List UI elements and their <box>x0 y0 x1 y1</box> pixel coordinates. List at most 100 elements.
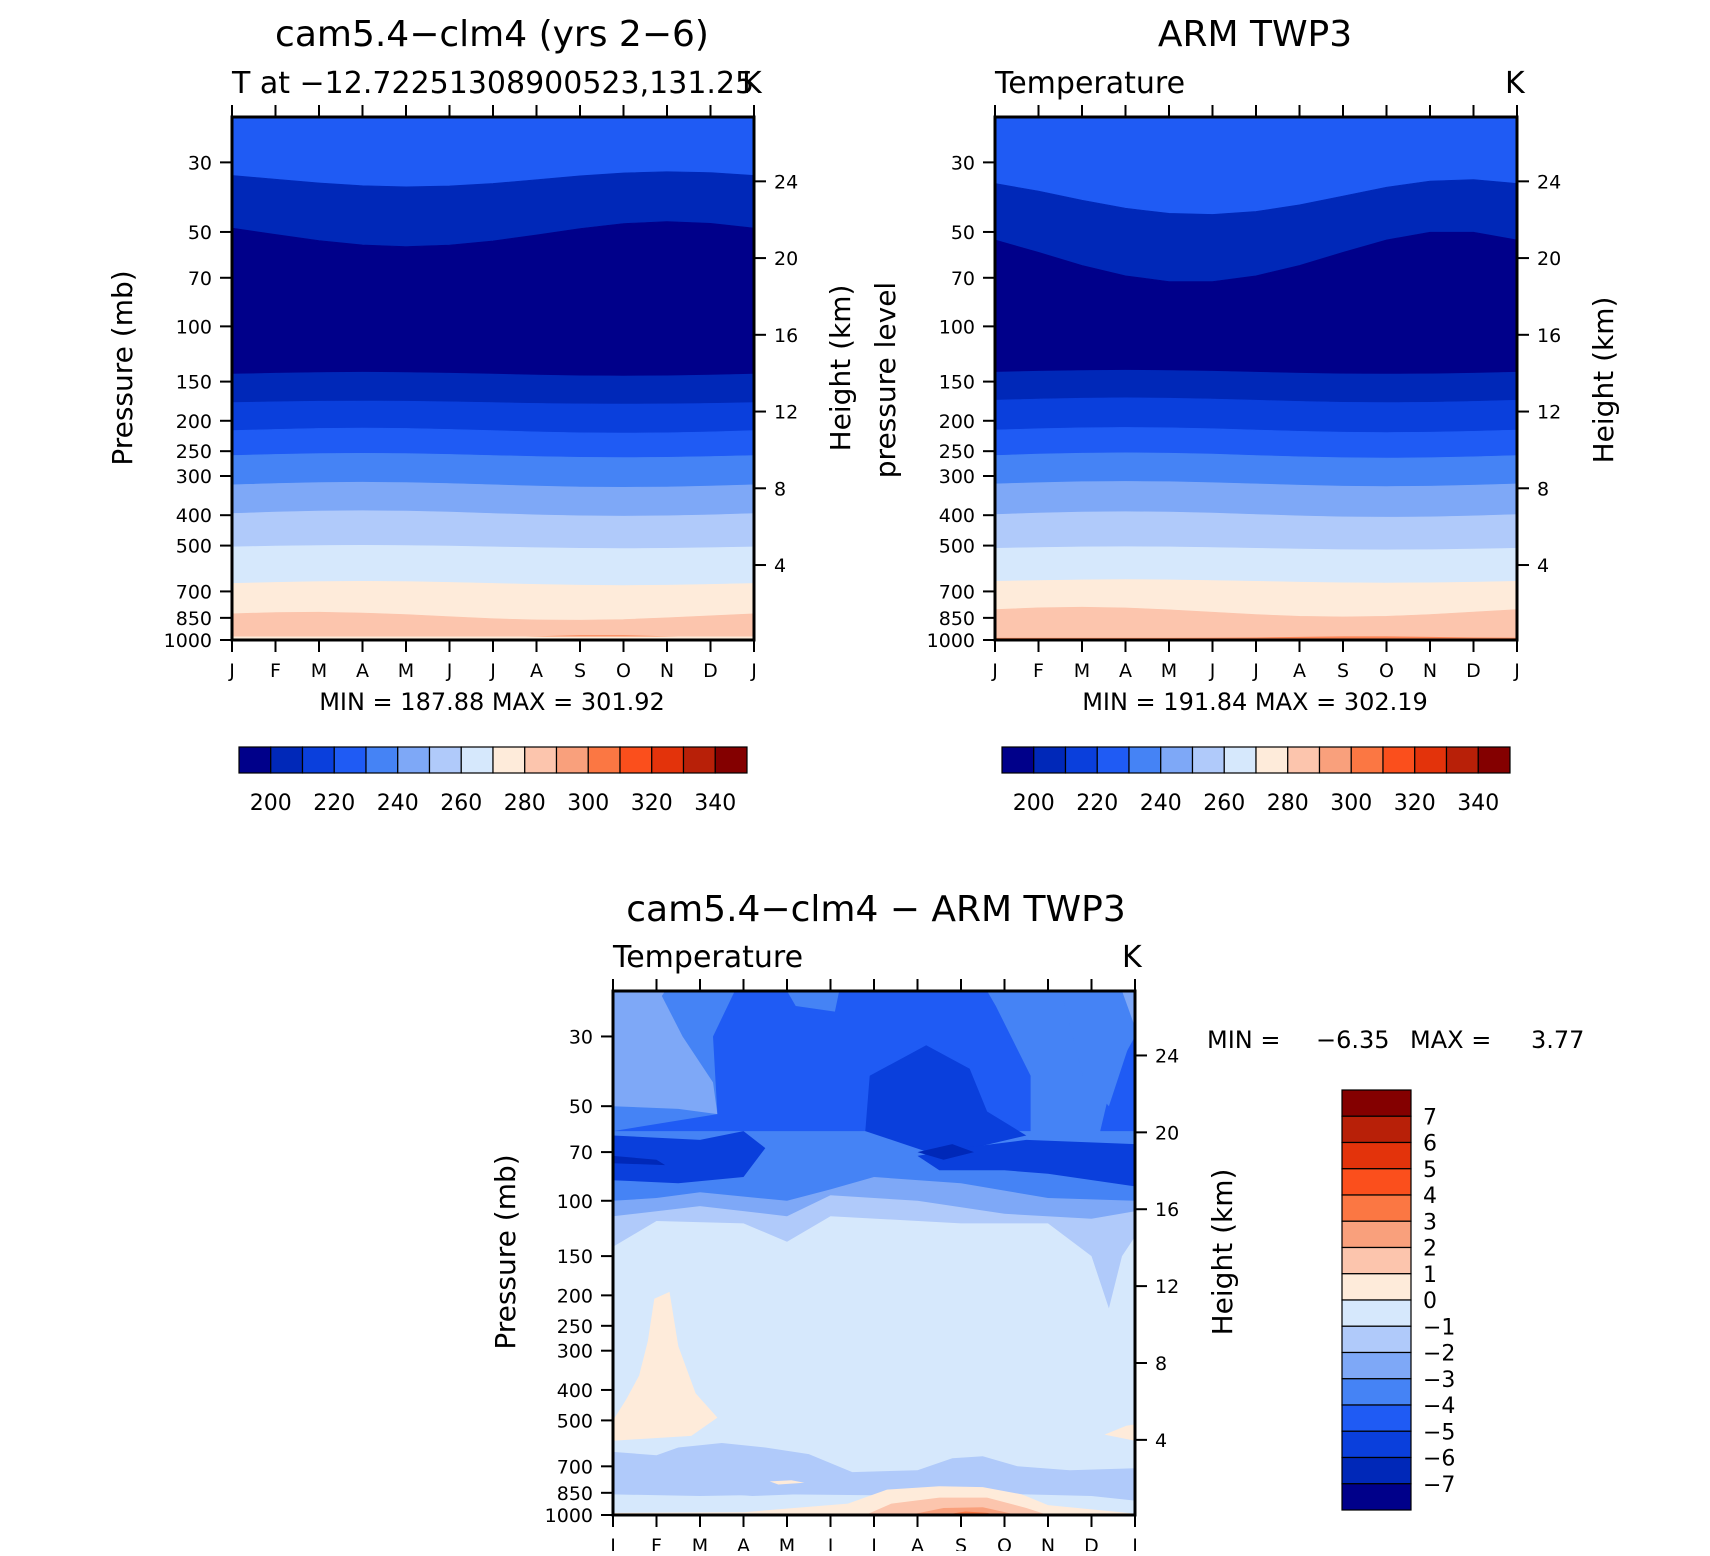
panel-obs-subtitle: Temperature <box>994 66 1185 101</box>
colorbar-swatch <box>1096 746 1130 774</box>
y-tick-label: 1000 <box>164 630 212 652</box>
colorbar-label: −3 <box>1423 1368 1455 1393</box>
contour-band-7 <box>995 481 1517 518</box>
colorbar-swatch <box>1341 1456 1412 1485</box>
colorbar-swatch <box>1445 746 1479 774</box>
y-tick-label: 30 <box>951 152 975 174</box>
colorbar-label: 240 <box>1140 791 1182 816</box>
y-tick-label: 70 <box>569 1142 593 1164</box>
x-tick-label: J <box>609 1535 616 1551</box>
y-tick-label: 250 <box>557 1316 593 1338</box>
colorbar-swatch <box>1341 1246 1412 1275</box>
x-tick-label: A <box>1119 660 1132 682</box>
panel-diff-max-value: 3.77 <box>1531 1026 1584 1054</box>
x-tick-label: S <box>1337 660 1349 682</box>
y-tick-label: 250 <box>176 441 212 463</box>
y-tick-label: 50 <box>188 222 212 244</box>
colorbar-swatch <box>1341 1325 1412 1354</box>
diff-band-neg4 <box>613 991 1135 1132</box>
contour-band-6 <box>995 452 1517 487</box>
x-tick-label: N <box>660 660 674 682</box>
colorbar-swatch <box>460 746 494 774</box>
colorbar-swatch <box>1064 746 1098 774</box>
diff-gap <box>617 1497 626 1500</box>
y2-tick-label: 8 <box>774 478 786 500</box>
panel-model-minmax: MIN = 187.88 MAX = 301.92 <box>319 688 665 716</box>
contour-band-11 <box>995 606 1517 640</box>
colorbar-swatch <box>1341 1141 1412 1170</box>
contour-fills <box>995 117 1517 640</box>
x-tick-label: M <box>398 660 414 682</box>
colorbar-label: 220 <box>1076 791 1118 816</box>
y-tick-label: 70 <box>188 268 212 290</box>
y2-tick-label: 8 <box>1155 1353 1167 1375</box>
panel-diff-y-label: Pressure (mb) <box>489 1154 522 1349</box>
colorbar-label: 200 <box>1013 791 1055 816</box>
y-tick-label: 200 <box>557 1285 593 1307</box>
x-tick-label: N <box>1041 1535 1055 1551</box>
panel-diff-min-label: MIN = <box>1207 1026 1280 1054</box>
colorbar-swatch <box>1341 1378 1412 1406</box>
diff-lump-low <box>721 1492 796 1496</box>
colorbar-swatch <box>1341 1168 1412 1196</box>
panel-obs-colorbar: 200 220 240 260 280 300 320 340 <box>1001 746 1511 816</box>
panel-model-title: cam5.4−clm4 (yrs 2−6) <box>275 14 709 55</box>
contour-band-9 <box>995 546 1517 584</box>
y-tick-label: 850 <box>176 608 212 630</box>
y-tick-label: 100 <box>939 316 975 338</box>
colorbar-swatch <box>365 746 399 774</box>
diff-band-pos1-left <box>613 1291 718 1441</box>
y-tick-label: 50 <box>951 222 975 244</box>
colorbar-swatch <box>492 746 526 774</box>
y2-tick-label: 4 <box>774 555 786 577</box>
contour-fills <box>232 117 754 640</box>
colorbar-swatch <box>682 746 716 774</box>
y2-tick-label: 24 <box>1537 171 1561 193</box>
x-tick-label: S <box>955 1535 967 1551</box>
y-tick-label: 150 <box>939 372 975 394</box>
colorbar-swatch <box>1350 746 1384 774</box>
x-tick-label: A <box>530 660 543 682</box>
y2-tick-label: 8 <box>1537 478 1549 500</box>
x-tick-label: M <box>692 1535 708 1551</box>
colorbar-label: 260 <box>440 791 482 816</box>
contour-fills <box>613 991 1135 1515</box>
y-tick-label: 500 <box>176 536 212 558</box>
contour-band-3 <box>232 371 754 405</box>
panel-diff-title: cam5.4−clm4 − ARM TWP3 <box>626 889 1126 930</box>
x-tick-label: A <box>737 1535 750 1551</box>
y-tick-label: 700 <box>176 581 212 603</box>
x-tick-label: F <box>270 660 281 682</box>
y2-tick-label: 12 <box>1155 1276 1179 1298</box>
x-tick-label: D <box>1466 660 1481 682</box>
colorbar-label: −7 <box>1423 1473 1455 1498</box>
y-tick-label: 200 <box>939 411 975 433</box>
x-tick-label: M <box>779 1535 795 1551</box>
colorbar-swatch <box>333 746 367 774</box>
x-tick-label: J <box>489 660 496 682</box>
diff-band-neg5b <box>613 1131 766 1184</box>
x-tick-label: J <box>991 660 998 682</box>
x-tick-label: A <box>356 660 369 682</box>
colorbar-swatch <box>714 746 748 774</box>
x-tick-label: O <box>997 1535 1012 1551</box>
colorbar-label: 340 <box>1457 791 1499 816</box>
x-tick-label: J <box>1131 1535 1138 1551</box>
panel-model-units: K <box>742 66 763 101</box>
x-tick-label: N <box>1423 660 1437 682</box>
y-tick-label: 300 <box>939 466 975 488</box>
x-tick-label: F <box>651 1535 662 1551</box>
diff-band-neg6b <box>917 1144 974 1160</box>
y-tick-label: 700 <box>939 581 975 603</box>
colorbar-swatch <box>1341 1351 1412 1380</box>
diff-band-neg6 <box>613 1155 666 1166</box>
diff-band-pos2 <box>865 1497 1048 1515</box>
y2-tick-label: 4 <box>1155 1430 1167 1452</box>
colorbar-label: 340 <box>694 791 736 816</box>
y2-tick-label: 20 <box>1155 1122 1179 1144</box>
diff-wedge-left2 <box>613 994 718 1115</box>
colorbar-swatch <box>1477 746 1511 774</box>
colorbar-swatch <box>1341 1430 1412 1459</box>
